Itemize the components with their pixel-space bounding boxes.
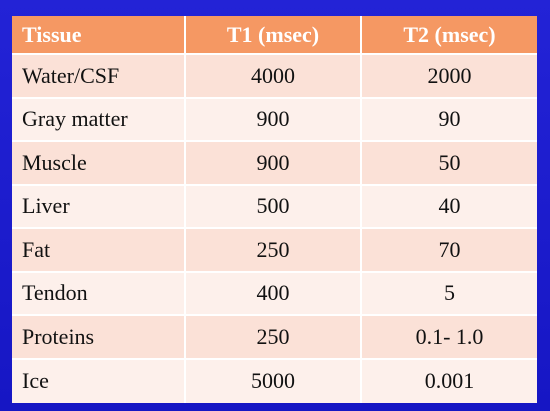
- header-row: Tissue T1 (msec) T2 (msec): [12, 16, 537, 55]
- cell-t2: 40: [362, 185, 537, 229]
- table-row: Fat 250 70: [12, 229, 537, 273]
- table-row: Gray matter 900 90: [12, 98, 537, 142]
- table-body: Water/CSF 4000 2000 Gray matter 900 90 M…: [12, 55, 537, 403]
- cell-t2: 70: [362, 229, 537, 273]
- relaxation-times-table: Tissue T1 (msec) T2 (msec) Water/CSF 400…: [12, 16, 537, 403]
- header-t2: T2 (msec): [362, 16, 537, 55]
- table-row: Liver 500 40: [12, 185, 537, 229]
- cell-t2: 90: [362, 98, 537, 142]
- cell-tissue: Proteins: [12, 316, 186, 360]
- cell-tissue: Water/CSF: [12, 55, 186, 99]
- cell-t1: 250: [186, 316, 362, 360]
- cell-t2: 5: [362, 272, 537, 316]
- cell-t1: 900: [186, 142, 362, 186]
- cell-t1: 500: [186, 185, 362, 229]
- cell-tissue: Liver: [12, 185, 186, 229]
- table-row: Muscle 900 50: [12, 142, 537, 186]
- header-tissue: Tissue: [12, 16, 186, 55]
- cell-t1: 900: [186, 98, 362, 142]
- cell-tissue: Muscle: [12, 142, 186, 186]
- header-t1: T1 (msec): [186, 16, 362, 55]
- relaxation-times-table-wrapper: Tissue T1 (msec) T2 (msec) Water/CSF 400…: [12, 16, 537, 403]
- cell-t1: 250: [186, 229, 362, 273]
- cell-tissue: Fat: [12, 229, 186, 273]
- cell-t2: 2000: [362, 55, 537, 99]
- table-row: Water/CSF 4000 2000: [12, 55, 537, 99]
- cell-t2: 0.001: [362, 359, 537, 403]
- cell-t2: 0.1- 1.0: [362, 316, 537, 360]
- cell-t1: 5000: [186, 359, 362, 403]
- table-row: Proteins 250 0.1- 1.0: [12, 316, 537, 360]
- cell-t2: 50: [362, 142, 537, 186]
- cell-tissue: Tendon: [12, 272, 186, 316]
- table-row: Tendon 400 5: [12, 272, 537, 316]
- cell-tissue: Ice: [12, 359, 186, 403]
- cell-t1: 400: [186, 272, 362, 316]
- cell-tissue: Gray matter: [12, 98, 186, 142]
- cell-t1: 4000: [186, 55, 362, 99]
- table-row: Ice 5000 0.001: [12, 359, 537, 403]
- table-header: Tissue T1 (msec) T2 (msec): [12, 16, 537, 55]
